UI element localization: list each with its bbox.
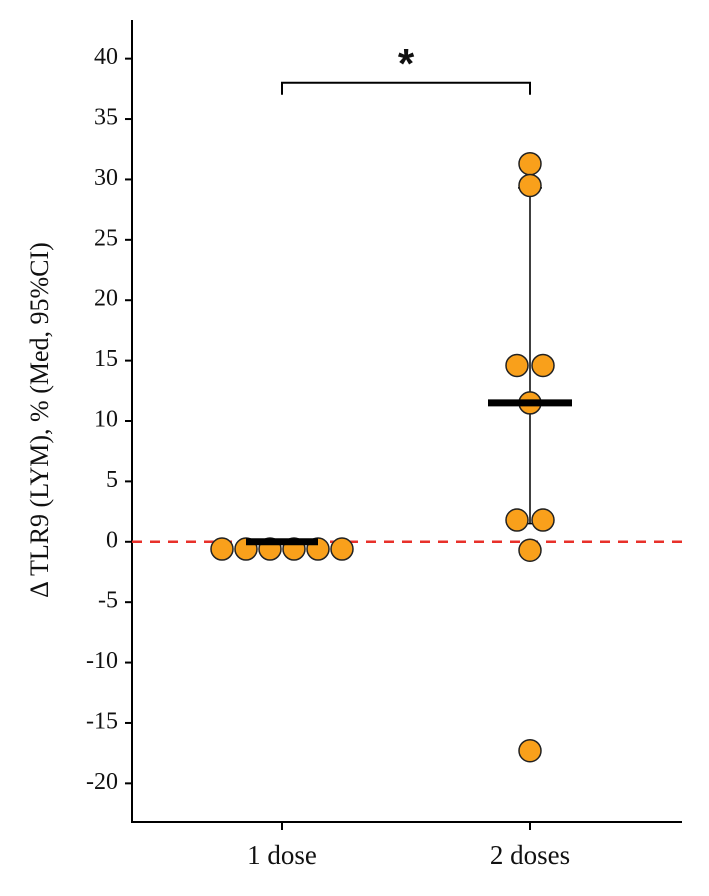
- data-point: [531, 508, 555, 532]
- y-tick-label: 30: [94, 165, 118, 191]
- data-point: [531, 353, 555, 378]
- y-tick-label: -15: [86, 708, 118, 734]
- y-tick-label: 0: [106, 527, 118, 553]
- significance-bracket: [281, 81, 531, 95]
- data-point: [505, 353, 529, 378]
- y-tick-label: 35: [94, 105, 118, 131]
- data-point: [330, 537, 354, 561]
- y-tick-label: -20: [86, 769, 118, 795]
- y-tick-label: 20: [94, 286, 118, 312]
- y-tick-label: 10: [94, 407, 118, 433]
- significance-label: *: [398, 40, 415, 87]
- data-point: [518, 173, 542, 198]
- y-tick-label: -5: [98, 588, 118, 614]
- data-point: [518, 151, 542, 176]
- y-axis-label: Δ TLR9 (LYM), % (Med, 95%CI): [25, 242, 54, 598]
- y-tick-label: 15: [94, 346, 118, 372]
- data-point: [210, 537, 234, 561]
- y-tick-label: -10: [86, 648, 118, 674]
- x-tick-label: 2 doses: [490, 840, 570, 870]
- data-point: [518, 538, 542, 562]
- y-tick-label: 40: [94, 44, 118, 70]
- data-point: [518, 738, 542, 763]
- data-point: [505, 508, 529, 532]
- x-tick-label: 1 dose: [247, 840, 317, 870]
- y-tick-label: 5: [106, 467, 118, 493]
- y-tick-label: 25: [94, 225, 118, 251]
